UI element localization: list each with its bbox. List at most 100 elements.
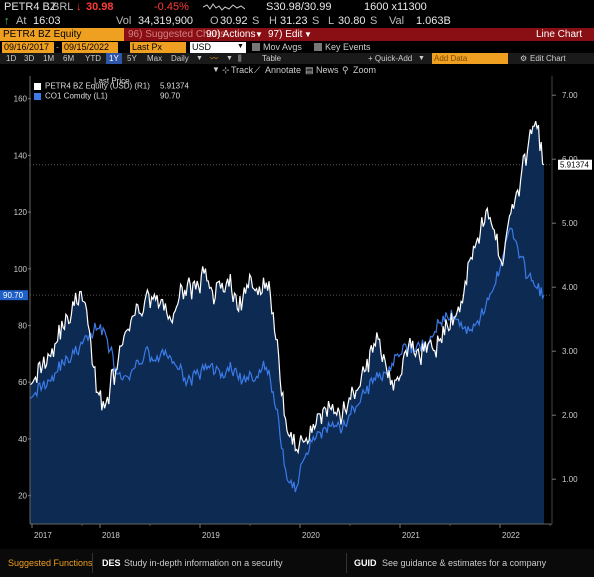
- track-icon[interactable]: ⊹: [222, 65, 230, 75]
- line-style-icon[interactable]: 〰: [210, 54, 218, 63]
- legend-petr4-value: 5.91374: [160, 82, 189, 91]
- period-5y[interactable]: 5Y: [127, 54, 137, 63]
- traded-value: 1.063B: [416, 15, 451, 27]
- left-tick-label: 80: [18, 322, 27, 331]
- frequency-select[interactable]: Daily: [171, 54, 189, 63]
- left-axis-ticks: 20 40 60 80 100 120 140 160: [14, 95, 31, 501]
- edit-chart-button[interactable]: Edit Chart: [530, 54, 566, 63]
- x-axis-ticks: 2017 2018 2019 2020 2021 2022: [31, 524, 551, 540]
- sparkline-icon: [203, 3, 245, 11]
- track-button[interactable]: Track: [231, 65, 254, 75]
- right-tick-label: 2.00: [562, 411, 578, 420]
- edit-menu[interactable]: 97) Edit: [268, 29, 303, 40]
- period-selector-row: 1D 3D 1M 6M YTD 1Y 5Y Max Daily ▼ 〰 ▼ ⫼ …: [0, 53, 594, 64]
- mov-avgs-label: Mov Avgs: [263, 42, 302, 52]
- right-tick-label: 7.00: [562, 91, 578, 100]
- value-label: Val: [389, 15, 405, 27]
- chart-toolbar: ▼ ⊹ Track ⟋ Annotate ▤ News ⚲ Zoom: [0, 64, 594, 76]
- volume-label: Vol: [116, 15, 132, 27]
- x-tick-label: 2022: [502, 531, 520, 540]
- mov-avgs-checkbox[interactable]: [252, 43, 260, 51]
- suggested-charts-button[interactable]: 96) Suggested Charts: [128, 29, 226, 40]
- news-button[interactable]: News: [316, 65, 339, 75]
- guid-code[interactable]: GUID: [354, 558, 377, 568]
- settings-icon[interactable]: ⚙: [520, 54, 528, 63]
- period-ytd[interactable]: YTD: [85, 54, 101, 63]
- high-label: H: [269, 15, 277, 27]
- x-tick-label: 2019: [202, 531, 220, 540]
- right-tick-label: 1.00: [562, 475, 578, 484]
- co1-series-line: [29, 227, 545, 493]
- des-code[interactable]: DES: [102, 558, 121, 568]
- frequency-dropdown-icon[interactable]: ▼: [196, 55, 203, 62]
- date-range-row: 09/16/2017 - 09/15/2022 Last Px USD ▼ Mo…: [0, 41, 594, 53]
- toolbar-arrow-icon[interactable]: ▼: [212, 65, 220, 74]
- period-1m[interactable]: 1M: [43, 54, 55, 63]
- volume-value: 34,319,900: [138, 15, 194, 27]
- x-tick-label: 2017: [34, 531, 52, 540]
- quick-add-button[interactable]: + Quick-Add: [368, 54, 413, 63]
- table-button[interactable]: Table: [262, 54, 282, 63]
- legend-co1-value: 90.70: [160, 92, 181, 101]
- suggested-functions-bar: Suggested Functions DES Study in-depth i…: [0, 549, 594, 577]
- price-field-select[interactable]: Last Px: [130, 42, 186, 53]
- up-arrow-icon: ↑: [4, 15, 10, 27]
- at-label: At: [16, 15, 27, 27]
- start-date-field[interactable]: 09/16/2017: [2, 42, 54, 53]
- left-tick-label: 100: [14, 265, 28, 274]
- annotate-icon[interactable]: ⟋: [254, 65, 261, 75]
- right-tick-label: 5.00: [562, 219, 578, 228]
- currency-select[interactable]: USD: [190, 42, 246, 53]
- open-label: O: [210, 15, 219, 27]
- guid-description[interactable]: See guidance & estimates for a company: [382, 558, 547, 568]
- security-field[interactable]: PETR4 BZ Equity: [0, 28, 124, 41]
- add-data-input[interactable]: Add Data: [432, 53, 508, 64]
- legend-petr4-name: PETR4 BZ Equity (USD) (R1): [45, 82, 150, 91]
- low-label: L: [328, 15, 335, 27]
- period-1d[interactable]: 1D: [6, 54, 17, 63]
- lines-count-icon[interactable]: ⫼: [238, 54, 242, 63]
- petr4-last-value-marker: 5.91374: [558, 159, 592, 170]
- chart-type-title: Line Chart: [536, 29, 583, 40]
- edit-dropdown-icon[interactable]: ▼: [304, 30, 312, 39]
- currency-label: BRL: [52, 1, 74, 13]
- news-icon[interactable]: ▤: [305, 65, 314, 75]
- key-events-checkbox[interactable]: [314, 43, 322, 51]
- right-tick-label: 4.00: [562, 283, 578, 292]
- quick-add-dropdown-icon[interactable]: ▼: [418, 55, 425, 62]
- high-suffix: S: [312, 15, 320, 27]
- open-value: 30.92: [220, 15, 248, 27]
- down-arrow-icon: ↓: [76, 1, 82, 13]
- end-date-field[interactable]: 09/15/2022: [62, 42, 118, 53]
- period-max[interactable]: Max: [147, 54, 163, 63]
- actions-menu[interactable]: 90) Actions: [206, 29, 256, 40]
- ticker-label: PETR4 BZ: [4, 1, 57, 13]
- high-value: 31.23: [280, 15, 308, 27]
- last-price: 30.98: [86, 1, 114, 13]
- legend-co1-name: CO1 Comdty (L1): [45, 92, 108, 101]
- divider: [346, 553, 347, 573]
- right-tick-label: 3.00: [562, 347, 578, 356]
- open-suffix: S: [252, 15, 260, 27]
- low-value: 30.80: [338, 15, 366, 27]
- annotate-button[interactable]: Annotate: [265, 65, 302, 75]
- left-tick-label: 60: [18, 378, 27, 387]
- period-3d[interactable]: 3D: [24, 54, 35, 63]
- price-chart[interactable]: 20 40 60 80 100 120 140 160 1.00 2.00 3.00 4.00 5.0…: [0, 76, 594, 546]
- zoom-button[interactable]: Zoom: [353, 65, 377, 75]
- legend-petr4-swatch: [34, 83, 41, 90]
- actions-dropdown-icon[interactable]: ▼: [255, 30, 263, 39]
- left-tick-label: 120: [14, 208, 28, 217]
- period-1y[interactable]: 1Y: [106, 53, 122, 64]
- left-tick-label: 40: [18, 435, 27, 444]
- des-description[interactable]: Study in-depth information on a security: [124, 558, 283, 568]
- zoom-icon[interactable]: ⚲: [342, 65, 349, 75]
- line-style-dropdown-icon[interactable]: ▼: [226, 55, 233, 62]
- currency-dropdown-icon[interactable]: ▼: [237, 43, 244, 50]
- petr4-series-line: [29, 120, 545, 455]
- legend-co1-swatch: [34, 93, 41, 100]
- low-suffix: S: [370, 15, 378, 27]
- x-tick-label: 2020: [302, 531, 320, 540]
- period-6m[interactable]: 6M: [63, 54, 75, 63]
- x-tick-label: 2018: [102, 531, 120, 540]
